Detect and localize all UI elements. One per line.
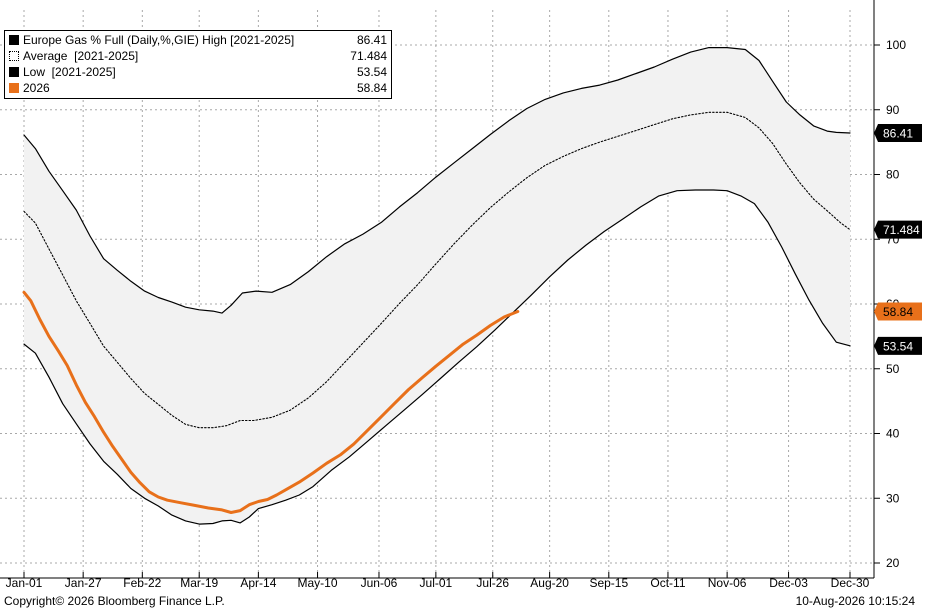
- x-tick-label: Jun-06: [361, 576, 398, 590]
- end-label-2026-box: [874, 302, 922, 321]
- copyright-text: Copyright© 2026 Bloomberg Finance L.P.: [4, 594, 225, 608]
- end-value-labels: 86.41 71.484 58.84 53.54: [874, 123, 922, 355]
- end-label-average-box: [874, 220, 922, 239]
- legend-swatch-2026: [9, 83, 19, 93]
- x-tick-label: Jul-26: [476, 576, 509, 590]
- high-low-band: [24, 47, 850, 525]
- legend-swatch-average: [9, 51, 19, 61]
- y-tick-label: 90: [886, 103, 900, 117]
- series-line-average: [23, 111, 851, 429]
- legend-label-average: Average [2021-2025]: [23, 49, 139, 63]
- y-tick-label: 80: [886, 168, 900, 182]
- legend-swatch-high: [9, 35, 19, 45]
- chart-legend: Europe Gas % Full (Daily,%,GIE) High [20…: [4, 30, 392, 99]
- legend-entry-low: Low [2021-2025] 53.54: [9, 64, 387, 80]
- end-label-low-box: [874, 336, 922, 355]
- legend-entry-2026: 2026 58.84: [9, 80, 387, 96]
- y-tick-label: 50: [886, 362, 900, 376]
- x-tick-label: Dec-03: [769, 576, 808, 590]
- y-tick-label: 40: [886, 427, 900, 441]
- series-line-2026: [22, 290, 520, 514]
- y-tick-label: 30: [886, 491, 900, 505]
- end-label-high-box: [874, 123, 922, 142]
- end-label-average-text: 71.484: [883, 223, 920, 237]
- x-axis-ticks: Jan-01 Jan-27 Feb-22 Mar-19 Apr-14 May-10 Jun-…: [0, 572, 874, 590]
- x-tick-label: Feb-22: [123, 576, 161, 590]
- x-tick-label: Aug-20: [530, 576, 569, 590]
- y-tick-label: 100: [886, 38, 906, 52]
- x-tick-label: Mar-19: [180, 576, 218, 590]
- x-tick-label: Jan-27: [65, 576, 102, 590]
- legend-value-high: 86.41: [356, 33, 387, 47]
- x-tick-label: May-10: [298, 576, 338, 590]
- legend-entry-high: Europe Gas % Full (Daily,%,GIE) High [20…: [9, 32, 387, 48]
- end-label-high: 86.41: [874, 123, 922, 142]
- x-tick-label: Sep-15: [589, 576, 628, 590]
- x-tick-label: Nov-06: [708, 576, 747, 590]
- y-tick-label: 20: [886, 556, 900, 570]
- x-tick-label: Jan-01: [6, 576, 43, 590]
- legend-swatch-low: [9, 67, 19, 77]
- legend-label-low: Low [2021-2025]: [23, 65, 116, 79]
- legend-value-average: 71.484: [350, 49, 387, 63]
- end-label-high-text: 86.41: [883, 126, 913, 140]
- x-tick-label: Apr-14: [240, 576, 276, 590]
- timestamp-text: 10-Aug-2026 10:15:24: [795, 594, 915, 608]
- end-label-low: 53.54: [874, 336, 922, 355]
- x-tick-label: Jul-01: [420, 576, 453, 590]
- series-lines: [22, 47, 851, 525]
- series-line-high: [23, 47, 851, 314]
- legend-value-low: 53.54: [356, 65, 387, 79]
- end-label-average: 71.484: [874, 220, 922, 239]
- legend-label-high: Europe Gas % Full (Daily,%,GIE) High [20…: [23, 33, 295, 47]
- end-label-low-text: 53.54: [883, 339, 913, 353]
- legend-entry-average: Average [2021-2025] 71.484: [9, 48, 387, 64]
- legend-label-2026: 2026: [23, 81, 50, 95]
- series-line-low: [23, 189, 851, 525]
- end-label-2026-text: 58.84: [883, 305, 913, 319]
- legend-value-2026: 58.84: [356, 81, 387, 95]
- x-tick-label: Oct-11: [650, 576, 685, 590]
- end-label-2026: 58.84: [874, 302, 922, 321]
- x-tick-label: Dec-30: [831, 576, 870, 590]
